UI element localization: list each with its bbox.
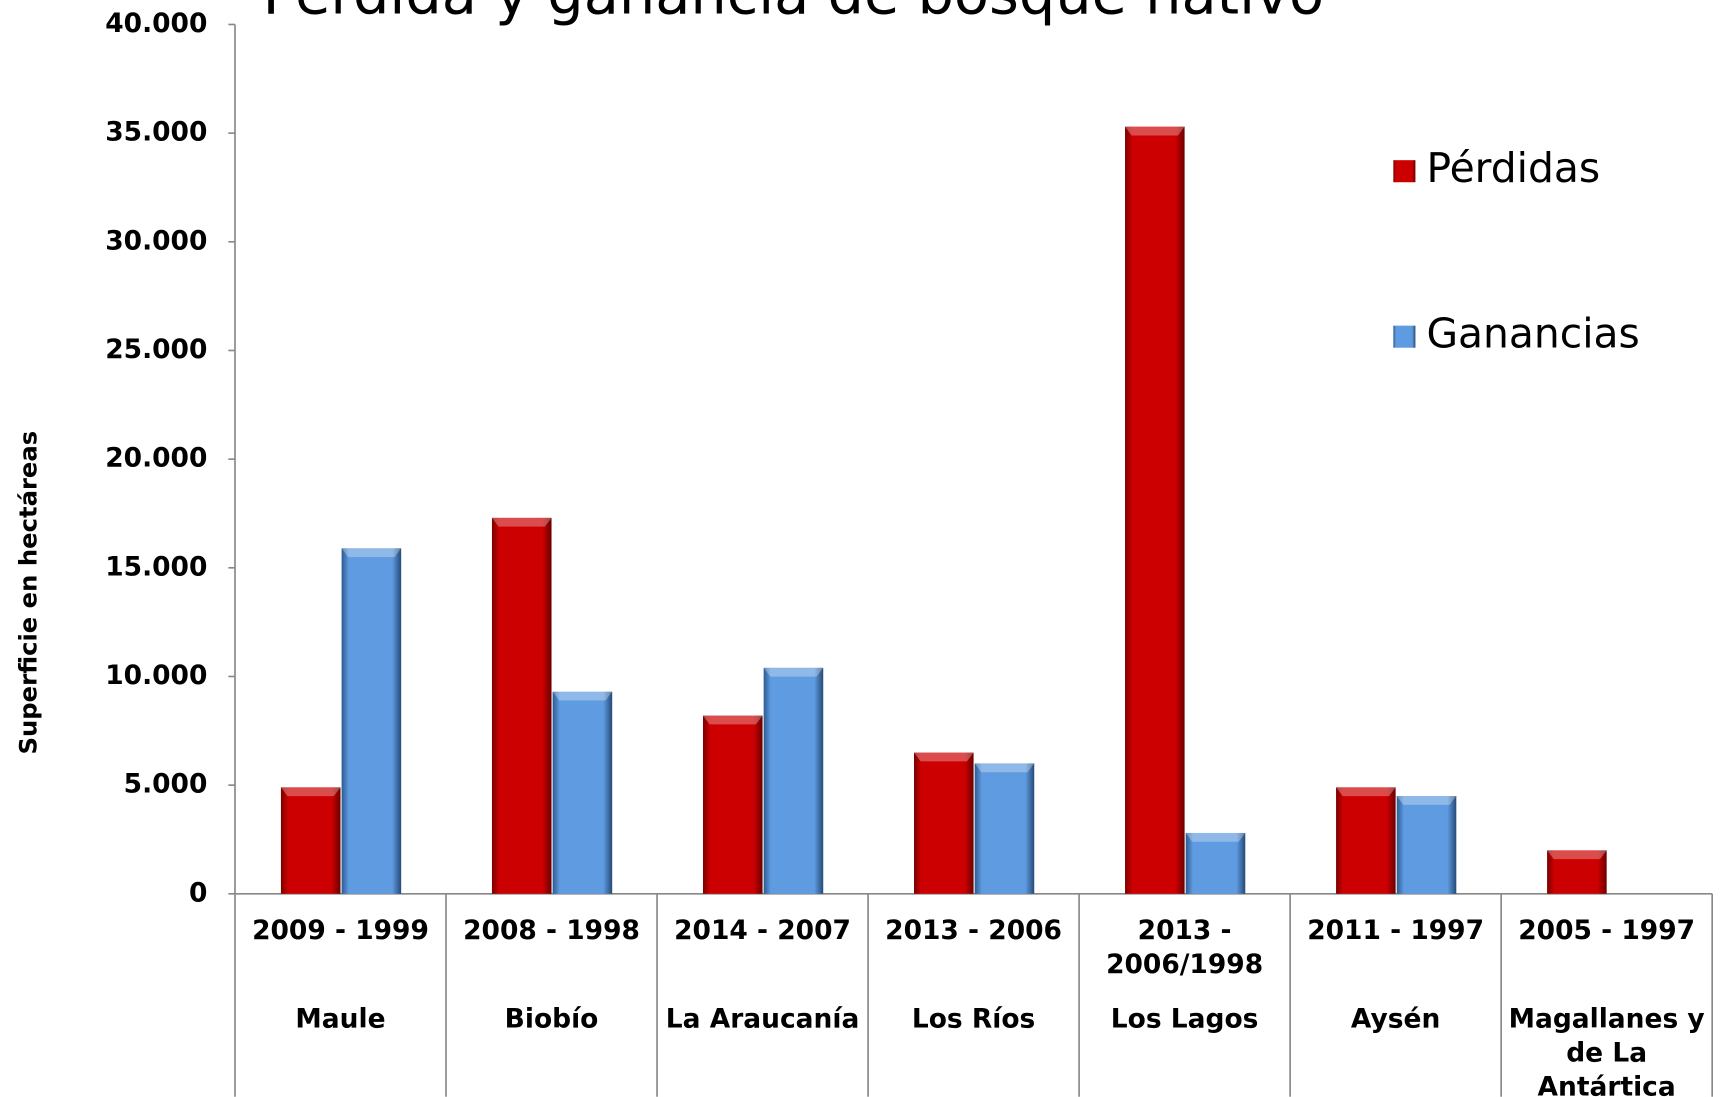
bar: [280, 787, 341, 894]
bar-bevel: [1185, 832, 1246, 842]
legend-label: Pérdidas: [1426, 144, 1600, 192]
y-tick-label: 15.000: [105, 551, 207, 582]
x-period-label: 2014 - 2007: [674, 914, 851, 946]
chart-title: Pérdida y ganancia de bosque nativo: [263, 0, 1325, 27]
bar: [1396, 796, 1457, 894]
x-category-label-box: Los Ríos: [911, 1003, 1036, 1034]
x-category-label: Los Lagos: [1110, 1003, 1259, 1034]
x-category-label: Los Ríos: [911, 1003, 1036, 1034]
x-period-label: 2013 - 2006/1998: [1106, 914, 1264, 980]
y-tick-label: 25.000: [105, 334, 207, 365]
bar: [702, 715, 763, 894]
x-category-label: Magallanes y de La Antártica: [1508, 1003, 1705, 1097]
x-category-label: Biobío: [504, 1003, 599, 1034]
y-tick-label: 5.000: [124, 769, 208, 800]
y-tick-label: 0: [189, 877, 207, 908]
bar: [974, 763, 1035, 894]
x-period-label-box: 2013 - 2006: [885, 914, 1062, 946]
x-category-label: La Araucanía: [665, 1003, 860, 1034]
bar: [552, 691, 613, 894]
x-period-label: 2005 - 1997: [1518, 914, 1696, 946]
x-period-label-box: 2013 - 2006/1998: [1106, 914, 1264, 980]
x-category-label-box: Los Lagos: [1110, 1003, 1259, 1034]
x-period-label-box: 2009 - 1999: [252, 914, 429, 946]
bar: [763, 667, 824, 894]
bar: [341, 548, 402, 894]
x-period-label-box: 2014 - 2007: [674, 914, 851, 946]
x-period-label-box: 2011 - 1997: [1307, 914, 1485, 946]
bar-bevel: [1547, 850, 1607, 860]
bar: [1185, 832, 1246, 894]
bar: [491, 517, 552, 894]
legend-label: Ganancias: [1426, 310, 1639, 358]
bar-bevel: [491, 517, 552, 527]
x-category-label-box: Magallanes y de La Antártica: [1508, 1003, 1705, 1097]
x-period-label: 2009 - 1999: [252, 914, 429, 946]
x-category-label: Maule: [295, 1003, 386, 1034]
x-period-label: 2011 - 1997: [1307, 914, 1485, 946]
bar-bevel: [341, 548, 402, 558]
x-category-label-box: Maule: [295, 1003, 386, 1034]
bar-bevel: [763, 667, 824, 677]
x-period-label-box: 2005 - 1997: [1518, 914, 1696, 946]
bar-bevel: [974, 763, 1035, 773]
bar-bevel: [552, 691, 613, 701]
bar: [914, 752, 974, 894]
bar-bevel: [914, 752, 974, 762]
bar-bevel: [280, 787, 341, 797]
x-category-label-box: Aysén: [1350, 1003, 1441, 1034]
x-category-label-box: Biobío: [504, 1003, 599, 1034]
x-category-label-box: La Araucanía: [665, 1003, 860, 1034]
x-period-label: 2008 - 1998: [463, 914, 640, 946]
bar-bevel: [1396, 796, 1457, 805]
y-tick-label: 40.000: [105, 8, 207, 39]
bar-bevel: [702, 715, 763, 725]
y-tick-label: 35.000: [105, 117, 207, 148]
legend-swatch: [1393, 325, 1416, 348]
legend-swatch: [1393, 160, 1416, 183]
x-period-label-box: 2008 - 1998: [463, 914, 640, 946]
bar: [1547, 850, 1607, 894]
y-axis-label: Superficie en hectáreas: [13, 431, 42, 755]
x-category-label: Aysén: [1350, 1003, 1441, 1034]
x-period-label: 2013 - 2006: [885, 914, 1062, 946]
y-tick-label: 30.000: [105, 225, 207, 256]
bar: [1336, 787, 1396, 894]
bar-bevel: [1336, 787, 1396, 797]
bar-bevel: [1125, 126, 1185, 136]
y-tick-label: 20.000: [105, 443, 207, 474]
y-tick-label: 10.000: [105, 660, 207, 691]
bar: [1125, 126, 1185, 894]
